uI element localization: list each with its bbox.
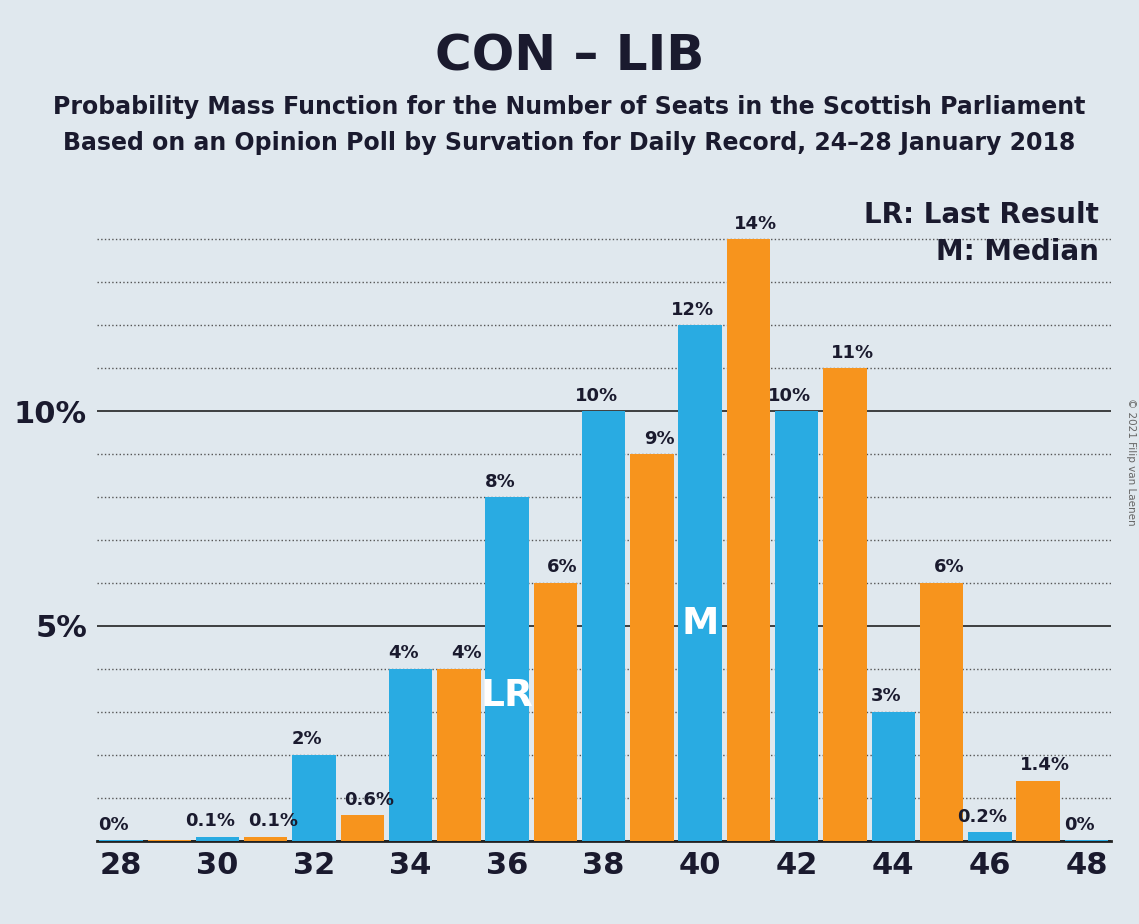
Bar (727, 239, 770, 841)
Bar (388, 669, 433, 841)
Text: 0.1%: 0.1% (248, 812, 298, 830)
Bar (823, 368, 867, 841)
Bar (534, 583, 577, 841)
Text: 0.2%: 0.2% (958, 808, 1008, 826)
Bar (679, 325, 722, 841)
Text: 10%: 10% (575, 386, 618, 405)
Text: CON – LIB: CON – LIB (435, 32, 704, 80)
Text: 11%: 11% (830, 344, 874, 361)
Text: 8%: 8% (484, 472, 515, 491)
Text: Probability Mass Function for the Number of Seats in the Scottish Parliament: Probability Mass Function for the Number… (54, 95, 1085, 119)
Text: 9%: 9% (644, 430, 674, 447)
Text: 0.6%: 0.6% (345, 791, 394, 808)
Bar (293, 755, 336, 841)
Bar (582, 411, 625, 841)
Text: LR: LR (481, 678, 533, 714)
Bar (341, 815, 384, 841)
Bar (630, 454, 673, 841)
Text: 4%: 4% (388, 644, 419, 663)
Text: 12%: 12% (671, 300, 714, 319)
Text: 14%: 14% (735, 214, 777, 233)
Bar (968, 833, 1011, 841)
Text: M: Median: M: Median (936, 238, 1099, 266)
Bar (871, 711, 915, 841)
Bar (485, 497, 528, 841)
Text: 0%: 0% (1064, 816, 1095, 834)
Bar (196, 836, 239, 841)
Bar (775, 411, 819, 841)
Bar (244, 836, 287, 841)
Text: Based on an Opinion Poll by Survation for Daily Record, 24–28 January 2018: Based on an Opinion Poll by Survation fo… (64, 131, 1075, 155)
Text: © 2021 Filip van Laenen: © 2021 Filip van Laenen (1126, 398, 1136, 526)
Bar (437, 669, 481, 841)
Text: 6%: 6% (934, 558, 964, 577)
Text: 1.4%: 1.4% (1021, 756, 1071, 774)
Text: 0%: 0% (98, 816, 129, 834)
Text: 3%: 3% (870, 687, 901, 705)
Bar (1016, 781, 1059, 841)
Text: 4%: 4% (451, 644, 482, 663)
Text: 6%: 6% (548, 558, 577, 577)
Text: M: M (681, 606, 719, 642)
Text: LR: Last Result: LR: Last Result (865, 201, 1099, 229)
Text: 0.1%: 0.1% (186, 812, 236, 830)
Text: 10%: 10% (768, 386, 811, 405)
Text: 2%: 2% (292, 731, 322, 748)
Bar (920, 583, 964, 841)
